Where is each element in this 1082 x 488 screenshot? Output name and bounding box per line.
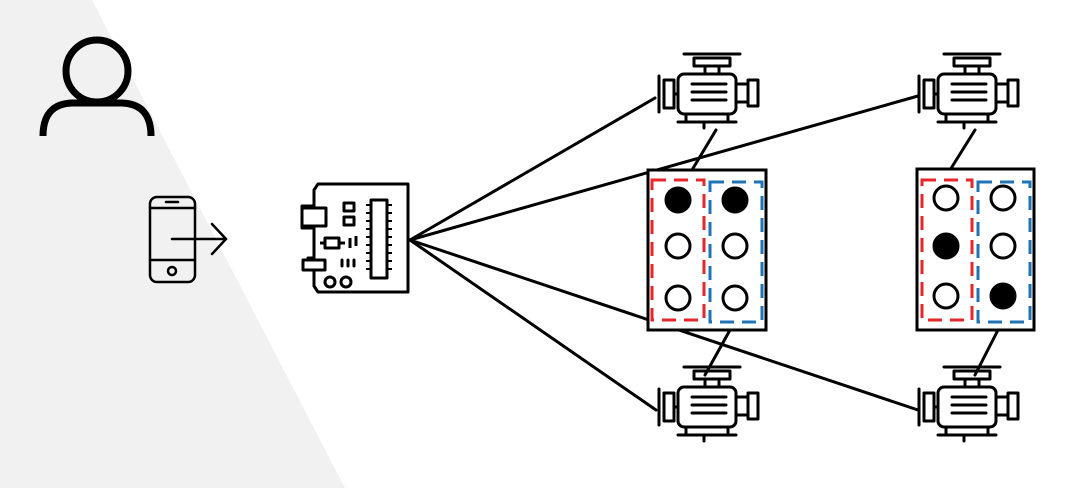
motor-icon bbox=[917, 52, 1020, 130]
right-column-group bbox=[976, 180, 1032, 324]
line-motor-to-cell-top-left bbox=[690, 128, 718, 172]
line-controller-to-motor-top-right bbox=[408, 94, 920, 242]
smartphone-send-icon bbox=[148, 195, 228, 284]
line-motor-to-cell-top-right bbox=[948, 128, 977, 172]
line-controller-to-motor-bottom-left bbox=[408, 238, 658, 412]
left-column-group bbox=[650, 178, 706, 322]
background-wedge bbox=[0, 0, 345, 488]
raised-dot bbox=[989, 282, 1017, 310]
flat-dot bbox=[989, 232, 1017, 260]
user-icon bbox=[39, 36, 155, 137]
motor-icon bbox=[657, 365, 760, 443]
right-column-group bbox=[708, 180, 764, 324]
braille-dots bbox=[664, 184, 1017, 312]
motor-icon bbox=[917, 365, 1020, 443]
microcontroller-board-icon bbox=[300, 182, 410, 294]
raised-dot bbox=[932, 232, 960, 260]
raised-dot bbox=[664, 186, 692, 214]
motor-icon bbox=[657, 52, 760, 130]
flat-dot bbox=[664, 232, 692, 260]
flat-dot bbox=[664, 284, 692, 312]
flat-dot bbox=[721, 284, 749, 312]
flat-dot bbox=[932, 282, 960, 310]
flat-dot bbox=[989, 184, 1017, 212]
flat-dot bbox=[721, 232, 749, 260]
flat-dot bbox=[932, 184, 960, 212]
left-column-group bbox=[920, 178, 974, 322]
raised-dot bbox=[721, 186, 749, 214]
line-controller-to-motor-top-left bbox=[408, 96, 657, 242]
